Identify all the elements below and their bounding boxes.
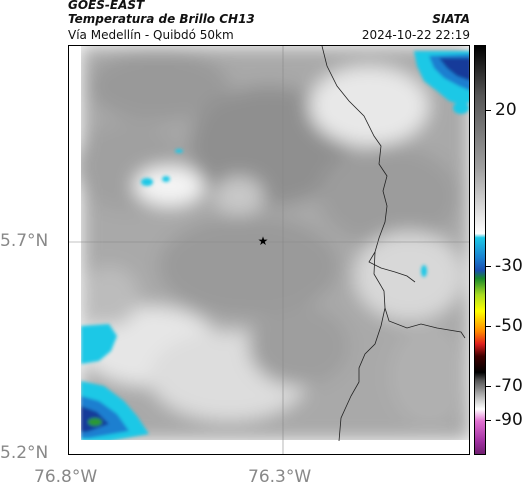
lon-tick-label: 76.8°W	[34, 467, 98, 487]
lat-tick-label: 5.7°N	[0, 231, 49, 251]
colorbar-label: -30	[495, 256, 523, 276]
cold-cloud-cells	[81, 51, 469, 441]
colorbar-label: -90	[495, 410, 523, 430]
lat-tick-label: 5.2°N	[0, 443, 49, 463]
region-subtitle: Vía Medellín - Quibdó 50km	[68, 28, 234, 42]
political-boundaries	[321, 46, 466, 442]
map-canvas: ★	[69, 46, 469, 454]
colorbar-label: 20	[495, 100, 517, 120]
brightness-temperature-map[interactable]: ★	[68, 45, 470, 455]
lon-tick-label: 76.3°W	[248, 467, 312, 487]
star-icon: ★	[258, 234, 269, 248]
colorbar-label: -50	[495, 316, 523, 336]
timestamp-label: 2024-10-22 22:19	[361, 28, 470, 42]
satellite-title: GOES-EAST	[68, 0, 145, 12]
colorbar	[474, 45, 486, 455]
cloud-field	[74, 46, 469, 441]
graticule	[69, 46, 469, 454]
product-title: Temperatura de Brillo CH13	[68, 12, 255, 26]
colorbar-label: -70	[495, 376, 523, 396]
org-label: SIATA	[432, 12, 470, 26]
